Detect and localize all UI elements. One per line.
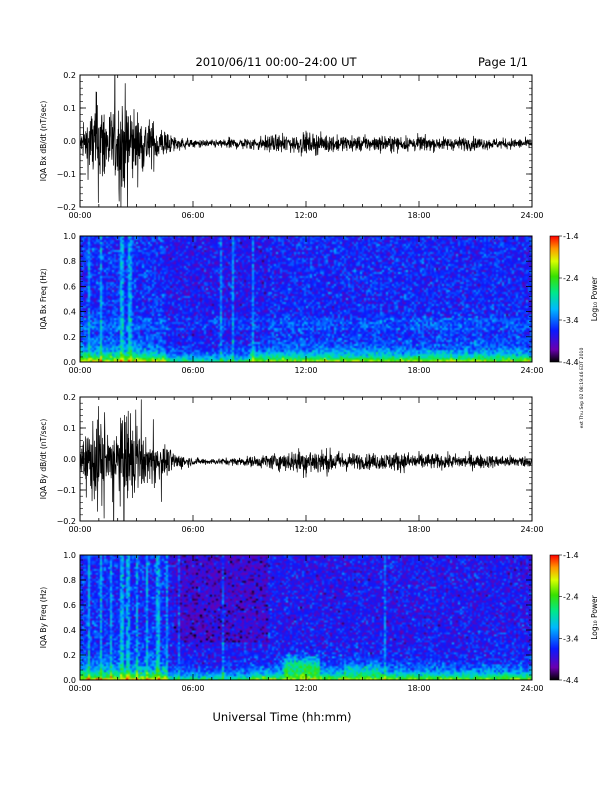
y-tick-label: 0.1 [63,424,76,433]
y-tick-label: 1.0 [63,232,76,241]
y-axis-label: IQA Bx dB/dt (nT/sec) [39,101,48,182]
signal-trace [80,75,532,207]
spectrogram-image [80,555,532,680]
x-tick-label: 24:00 [520,525,543,534]
x-tick-label: 06:00 [181,525,204,534]
colorbar-tick-label: -3.4 [563,316,579,325]
y-axis-label: IQA By Freq (Hz) [39,587,48,649]
colorbar-label: Log₁₀ Power [590,594,599,639]
x-tick-label: 00:00 [68,525,91,534]
colorbar-gradient [549,235,560,363]
y-tick-label: 0.2 [63,651,76,660]
y-tick-label: 0.4 [63,626,76,635]
colorbar-tick-label: -4.4 [563,358,579,367]
x-tick-label: 06:00 [181,366,204,375]
x-tick-label: 06:00 [181,684,204,693]
y-tick-label: 1.0 [63,551,76,560]
y-tick-label: 0.1 [63,104,76,113]
y-tick-label: 0.0 [63,676,76,685]
colorbar-tick-label: -1.4 [563,232,579,241]
by-colorbar: -1.4 -2.4 -3.4 -4.4 Log₁₀ Power [549,551,599,685]
x-tick-label: 18:00 [407,366,430,375]
colorbar-tick-label: -3.4 [563,634,579,643]
x-axis-title: Universal Time (hh:mm) [212,710,351,724]
x-tick-label: 24:00 [520,684,543,693]
x-tick-label: 18:00 [407,525,430,534]
y-tick-label: 0.2 [63,333,76,342]
y-tick-label: 0.6 [63,282,76,291]
x-tick-label: 18:00 [407,684,430,693]
bx-colorbar: -1.4 -2.4 -3.4 -4.4 Log₁₀ Power [549,232,599,367]
y-tick-label: 0.0 [63,137,76,146]
by-timeseries-panel: 00:00 06:00 12:00 18:00 24:00 0.2 0.1 0.0 −0.1 −0… [39,393,544,534]
colorbar-tick-label: -4.4 [563,676,579,685]
x-tick-label: 24:00 [520,366,543,375]
spectrogram-image [80,236,532,362]
y-axis-label: IQA By dB/dt (nT/sec) [39,419,48,500]
y-tick-label: 0.4 [63,308,76,317]
y-tick-label: 0.8 [63,576,76,585]
y-tick-label: −0.1 [57,486,76,495]
x-tick-label: 12:00 [294,684,317,693]
x-tick-label: 00:00 [68,366,91,375]
x-tick-label: 12:00 [294,525,317,534]
by-spectrogram-panel: 00:00 06:00 12:00 18:00 24:00 1.0 0.8 0.6 0.4 0.2… [39,551,544,693]
x-tick-label: 18:00 [407,211,430,220]
bx-spectrogram-panel: 00:00 06:00 12:00 18:00 24:00 1.0 0.8 0.6 0.4 0.2… [39,232,544,375]
page-title: 2010/06/11 00:00–24:00 UT [195,55,357,69]
y-tick-label: 0.0 [63,358,76,367]
y-tick-label: −0.2 [57,517,76,526]
x-tick-label: 12:00 [294,211,317,220]
x-tick-label: 00:00 [68,684,91,693]
signal-trace [80,399,532,521]
colorbar-label: Log₁₀ Power [590,276,599,321]
y-tick-label: −0.1 [57,170,76,179]
x-tick-label: 12:00 [294,366,317,375]
y-tick-label: 0.2 [63,71,76,80]
side-stamp: ext Thu Sep 02 08:19:46 EDT 2010 [579,348,585,429]
y-tick-label: 0.8 [63,257,76,266]
y-tick-label: 0.6 [63,601,76,610]
colorbar-tick-label: -2.4 [563,593,579,602]
y-tick-label: 0.0 [63,455,76,464]
page-number: Page 1/1 [478,55,528,69]
x-tick-label: 06:00 [181,211,204,220]
y-axis-label: IQA Bx Freq (Hz) [39,268,48,330]
colorbar-tick-label: -1.4 [563,551,579,560]
y-tick-label: −0.2 [57,203,76,212]
colorbar-gradient [549,554,560,681]
x-tick-label: 24:00 [520,211,543,220]
bx-timeseries-panel: 00:00 06:00 12:00 18:00 24:00 0.2 0.1 0.0 −0.1 −0… [39,71,544,220]
y-tick-label: 0.2 [63,393,76,402]
colorbar-tick-label: -2.4 [563,274,579,283]
x-tick-label: 00:00 [68,211,91,220]
